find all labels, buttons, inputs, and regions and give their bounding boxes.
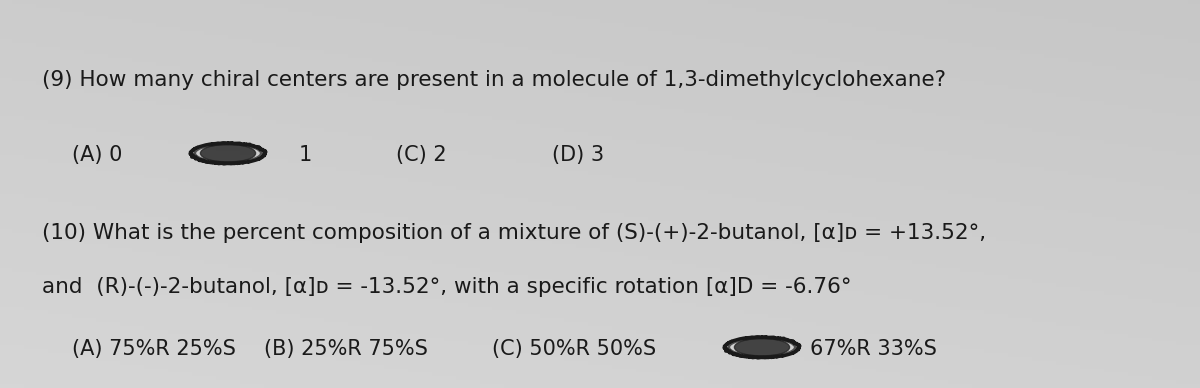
Text: (B) 25%R 75%S: (B) 25%R 75%S — [264, 339, 428, 359]
Circle shape — [200, 144, 256, 162]
Text: (A) 0: (A) 0 — [72, 145, 122, 165]
Text: 67%R 33%S: 67%R 33%S — [810, 339, 937, 359]
Text: and  (R)-(-)-2-butanol, [α]ᴅ = -13.52°, with a specific rotation [α]D = -6.76°: and (R)-(-)-2-butanol, [α]ᴅ = -13.52°, w… — [42, 277, 852, 298]
Text: (D) 3: (D) 3 — [552, 145, 604, 165]
Circle shape — [734, 338, 790, 356]
Text: (C) 50%R 50%S: (C) 50%R 50%S — [492, 339, 656, 359]
Text: (10) What is the percent composition of a mixture of (S)-(+)-2-butanol, [α]ᴅ = +: (10) What is the percent composition of … — [42, 223, 986, 243]
Text: 1: 1 — [299, 145, 312, 165]
Text: (A) 75%R 25%S: (A) 75%R 25%S — [72, 339, 236, 359]
Text: (9) How many chiral centers are present in a molecule of 1,3-dimethylcyclohexane: (9) How many chiral centers are present … — [42, 70, 946, 90]
Text: (C) 2: (C) 2 — [396, 145, 446, 165]
